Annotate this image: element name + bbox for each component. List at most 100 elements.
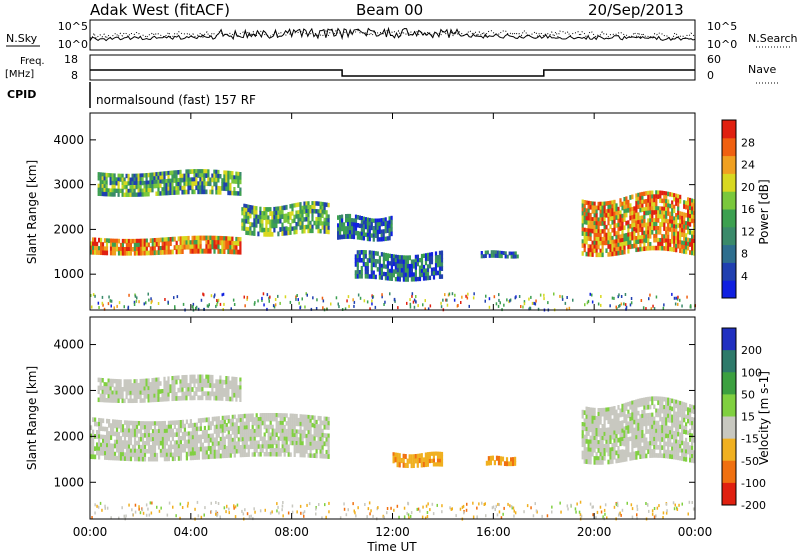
heatmap-cell (209, 240, 212, 245)
heatmap-speckle (108, 295, 110, 299)
heatmap-cell (667, 449, 670, 455)
heatmap-cell (394, 258, 397, 263)
heatmap-cell (247, 448, 250, 453)
heatmap-cell (187, 431, 190, 437)
heatmap-cell (585, 447, 588, 452)
heatmap-cell (111, 394, 114, 399)
heatmap-cell (277, 206, 280, 212)
heatmap-cell (159, 389, 162, 394)
heatmap-cell (171, 249, 174, 255)
heatmap-speckle (274, 303, 277, 307)
heatmap-cell (249, 226, 252, 232)
heatmap-cell (649, 230, 652, 235)
heatmap-cell (358, 274, 361, 279)
heatmap-cell (201, 430, 204, 435)
heatmap-cell (201, 177, 204, 182)
heatmap-cell (639, 454, 642, 460)
heatmap-cell (307, 216, 310, 222)
heatmap-speckle (591, 505, 593, 509)
heatmap-cell (197, 240, 200, 245)
heatmap-cell (297, 217, 300, 223)
colorbar-tick-label: 28 (741, 136, 755, 149)
heatmap-cell (378, 275, 381, 280)
heatmap-cell (261, 444, 264, 449)
heatmap-cell (639, 414, 642, 419)
heatmap-cell (217, 185, 220, 191)
heatmap-speckle (658, 504, 660, 508)
heatmap-cell (398, 263, 401, 269)
heatmap-cell (609, 224, 612, 229)
heatmap-cell (125, 432, 129, 437)
heatmap-speckle (648, 297, 650, 301)
heatmap-cell (123, 251, 126, 256)
heatmap-cell (217, 379, 220, 385)
heatmap-cell (97, 377, 100, 383)
heatmap-cell (191, 177, 194, 182)
heatmap-cell (327, 445, 330, 451)
heatmap-speckle (674, 302, 677, 306)
heatmap-cell (388, 216, 391, 221)
heatmap-cell (119, 188, 122, 194)
heatmap-cell (139, 378, 142, 384)
heatmap-cell (189, 181, 192, 187)
heatmap-cell (414, 269, 417, 275)
heatmap-cell (217, 248, 220, 254)
heatmap-cell (438, 455, 442, 460)
heatmap-speckle (621, 508, 624, 512)
heatmap-cell (225, 388, 228, 393)
heatmap-cell (265, 211, 268, 217)
heatmap-cell (420, 272, 424, 278)
heatmap-cell (677, 206, 680, 212)
heatmap-cell (418, 258, 422, 263)
heatmap-cell (617, 206, 620, 212)
heatmap-cell (352, 234, 356, 240)
heatmap-cell (179, 428, 182, 433)
heatmap-cell (211, 445, 214, 451)
heatmap-cell (239, 397, 242, 402)
heatmap-cell (171, 186, 174, 191)
heatmap-cell (659, 190, 662, 196)
colorbar-tick-label: 12 (741, 225, 755, 238)
heatmap-speckle (416, 507, 418, 511)
heatmap-cell (438, 266, 442, 272)
heatmap-cell (635, 411, 638, 416)
heatmap-cell (398, 255, 401, 261)
heatmap-cell (689, 202, 692, 207)
heatmap-cell (633, 218, 636, 224)
heatmap-cell (599, 444, 602, 449)
heatmap-speckle (656, 506, 659, 510)
heatmap-cell (637, 196, 640, 202)
heatmap-cell (151, 421, 155, 426)
heatmap-cell (259, 420, 262, 426)
heatmap-cell (197, 455, 200, 460)
heatmap-cell (125, 456, 129, 461)
heatmap-cell (667, 429, 670, 435)
heatmap-cell (121, 242, 124, 248)
heatmap-cell (98, 454, 101, 460)
heatmap-cell (311, 442, 314, 447)
heatmap-cell (597, 244, 600, 250)
heatmap-cell (669, 438, 672, 443)
heatmap-cell (382, 236, 385, 242)
heatmap-cell (647, 194, 650, 200)
heatmap-cell (189, 378, 192, 384)
heatmap-cell (337, 223, 340, 228)
heatmap-speckle (261, 298, 263, 302)
heatmap-cell (346, 213, 350, 219)
heatmap-cell (247, 212, 250, 217)
heatmap-cell (625, 449, 628, 454)
heatmap-cell (225, 453, 228, 459)
heatmap-cell (619, 222, 622, 227)
heatmap-speckle (347, 508, 349, 512)
heatmap-cell (161, 425, 164, 430)
heatmap-cell (605, 435, 608, 441)
heatmap-cell (368, 233, 371, 238)
heatmap-cell (593, 440, 596, 445)
heatmap-cell (327, 416, 330, 422)
heatmap-cell (687, 430, 690, 435)
heatmap-cell (583, 459, 586, 464)
heatmap-speckle (269, 295, 271, 299)
heatmap-cell (127, 379, 130, 384)
heatmap-cell (193, 235, 196, 241)
heatmap-cell (587, 431, 590, 436)
